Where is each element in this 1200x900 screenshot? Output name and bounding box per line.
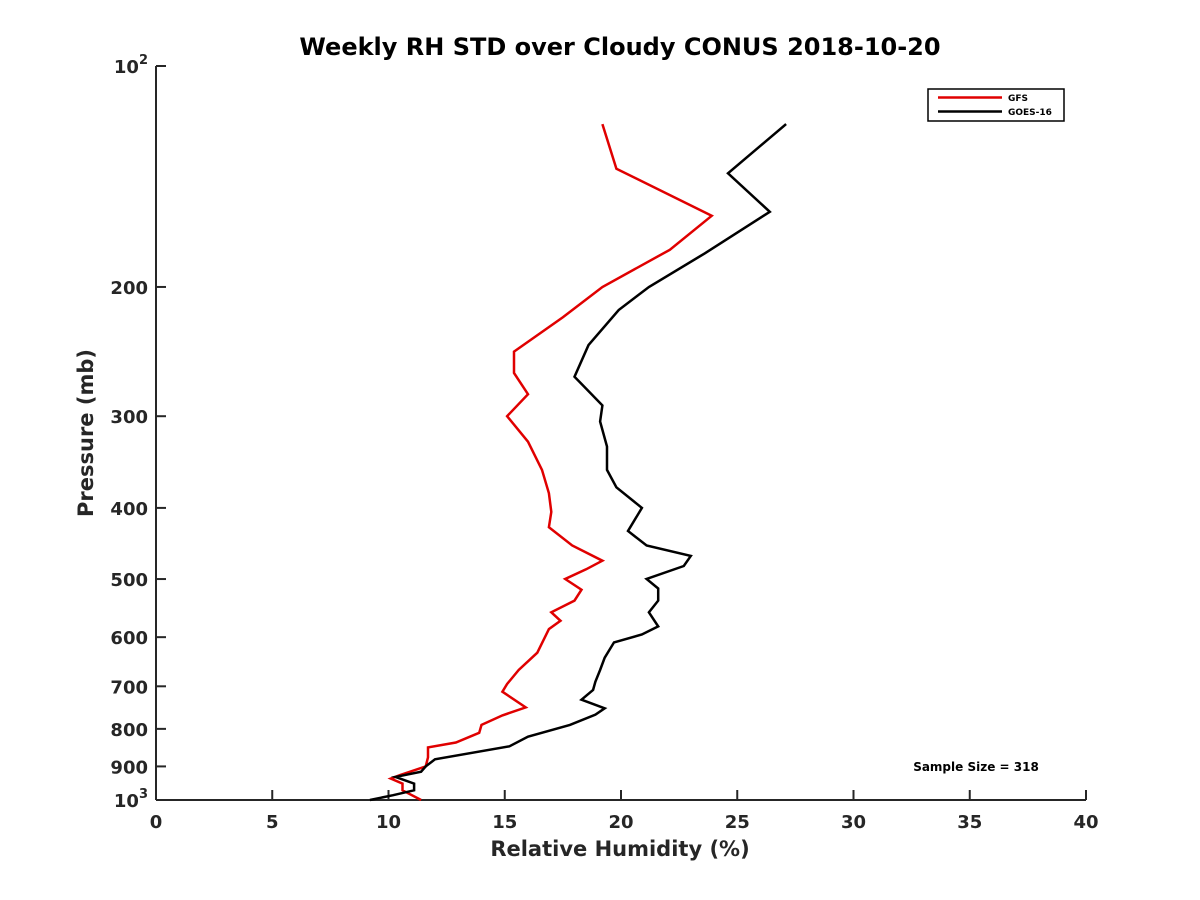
x-tick-label: 20 bbox=[608, 812, 633, 833]
legend-label-goes-16: GOES-16 bbox=[1008, 108, 1052, 118]
x-tick-label: 0 bbox=[150, 812, 163, 833]
plot-area: 0 5 10 15 20 25 30 35 40 10220030040050060070080… bbox=[110, 53, 1098, 833]
y-tick-label: 500 bbox=[110, 570, 148, 591]
x-axis-ticks: 0 5 10 15 20 25 30 35 40 bbox=[150, 790, 1099, 833]
y-tick-label: 900 bbox=[110, 757, 148, 778]
y-axis-label: Pressure (mb) bbox=[74, 349, 98, 517]
y-tick-label: 300 bbox=[110, 407, 148, 428]
legend-box bbox=[927, 88, 1065, 122]
x-tick-label: 40 bbox=[1073, 812, 1098, 833]
x-axis-label: Relative Humidity (%) bbox=[490, 837, 749, 861]
y-tick-label: 700 bbox=[110, 677, 148, 698]
legend-label-gfs: GFS bbox=[1008, 94, 1028, 104]
y-tick-label: 800 bbox=[110, 720, 148, 741]
chart-title: Weekly RH STD over Cloudy CONUS 2018-10-… bbox=[299, 33, 940, 61]
series-layer bbox=[369, 123, 787, 802]
y-tick-label: 600 bbox=[110, 628, 148, 649]
x-tick-label: 5 bbox=[266, 812, 279, 833]
y-tick-label: 102 bbox=[114, 53, 148, 78]
y-tick-exponent: 3 bbox=[139, 787, 148, 802]
sample-size-annotation: Sample Size = 318 bbox=[913, 760, 1039, 774]
y-tick-label: 103 bbox=[114, 787, 148, 812]
y-tick-label: 400 bbox=[110, 499, 148, 520]
legend: GFS GOES-16 bbox=[927, 88, 1065, 122]
y-tick-exponent: 2 bbox=[139, 53, 148, 68]
x-tick-label: 25 bbox=[725, 812, 750, 833]
series-line-goes-16 bbox=[369, 123, 787, 802]
x-tick-label: 35 bbox=[957, 812, 982, 833]
x-tick-label: 30 bbox=[841, 812, 866, 833]
x-tick-label: 15 bbox=[492, 812, 517, 833]
y-tick-base: 10 bbox=[114, 57, 139, 78]
x-tick-label: 10 bbox=[376, 812, 401, 833]
y-tick-label: 200 bbox=[110, 278, 148, 299]
y-tick-base: 10 bbox=[114, 791, 139, 812]
series-line-gfs bbox=[387, 123, 715, 802]
